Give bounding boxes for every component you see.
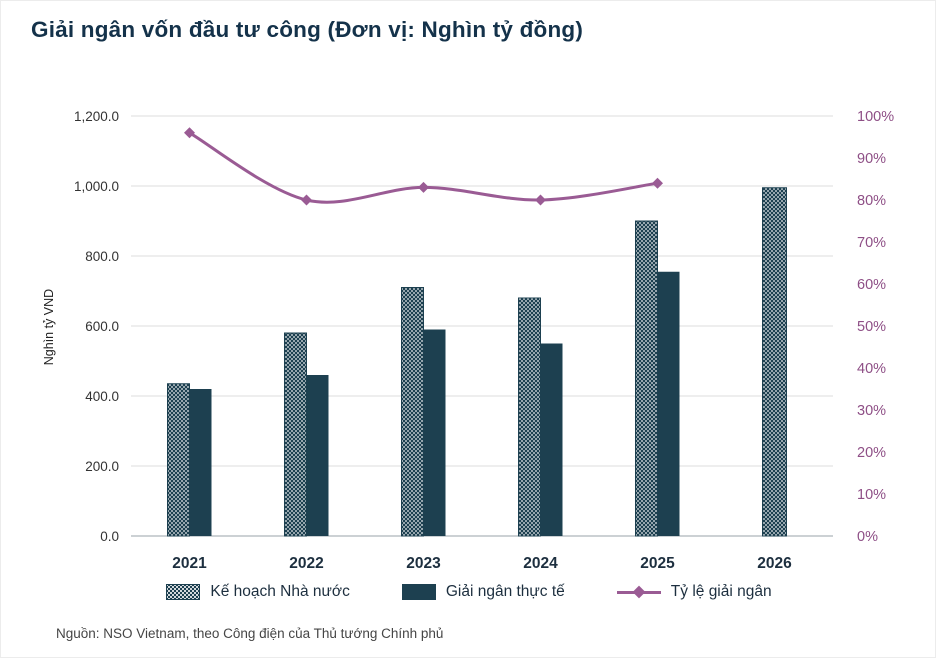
axes: 0.0 200.0 400.0 600.0 800.0 1,000.0 1,200.0 0% 1… bbox=[74, 109, 894, 572]
rate-diamond-icon bbox=[632, 585, 646, 599]
right-axis-tick: 60% bbox=[857, 277, 886, 293]
legend: Kế hoạch Nhà nước Giải ngân thực tế Tỷ l… bbox=[1, 583, 935, 601]
legend-label-actual: Giải ngân thực tế bbox=[445, 583, 565, 600]
bar-actual-2025 bbox=[657, 271, 680, 536]
left-axis-tick: 0.0 bbox=[100, 529, 119, 544]
bar-plan-2023 bbox=[401, 287, 424, 537]
bar-actual-2024 bbox=[540, 343, 563, 536]
rate-marker bbox=[652, 177, 663, 189]
bar-actual-2023 bbox=[423, 329, 446, 536]
plan-swatch-icon bbox=[166, 584, 201, 600]
rate-line-icon bbox=[616, 585, 661, 599]
x-axis-tick: 2026 bbox=[757, 555, 792, 572]
x-axis-tick: 2022 bbox=[289, 555, 323, 572]
legend-item-rate: Tỷ lệ giải ngân bbox=[616, 583, 772, 601]
right-axis-tick: 90% bbox=[857, 151, 886, 167]
right-axis-tick: 70% bbox=[857, 235, 886, 251]
legend-item-plan: Kế hoạch Nhà nước bbox=[166, 583, 350, 601]
bar-plan-2024 bbox=[518, 297, 541, 537]
rate-marker bbox=[418, 181, 429, 193]
left-axis-tick: 1,200.0 bbox=[74, 109, 119, 124]
legend-label-rate: Tỷ lệ giải ngân bbox=[670, 583, 772, 600]
bar-actual-2021 bbox=[189, 389, 212, 536]
right-axis-tick: 30% bbox=[857, 403, 886, 419]
left-axis-tick: 200.0 bbox=[85, 459, 119, 474]
right-axis-tick: 0% bbox=[857, 529, 878, 545]
bar-plan-2025 bbox=[635, 220, 658, 537]
legend-label-plan: Kế hoạch Nhà nước bbox=[210, 583, 350, 600]
right-axis-tick: 10% bbox=[857, 487, 886, 503]
bar-plan-2021 bbox=[167, 383, 190, 537]
rate-marker bbox=[184, 127, 195, 139]
left-axis-tick: 600.0 bbox=[85, 319, 119, 334]
chart-title: Giải ngân vốn đầu tư công (Đơn vị: Nghìn… bbox=[31, 17, 584, 42]
left-axis-tick: 400.0 bbox=[85, 389, 119, 404]
rate-marker bbox=[535, 194, 546, 206]
right-axis-tick: 80% bbox=[857, 193, 886, 209]
actual-swatch-icon bbox=[401, 584, 436, 600]
bar-plan-2026 bbox=[762, 187, 787, 537]
right-axis-tick: 50% bbox=[857, 319, 886, 335]
x-axis-tick: 2024 bbox=[523, 555, 558, 572]
source-note: Nguồn: NSO Vietnam, theo Công điện của T… bbox=[56, 626, 444, 641]
right-axis-tick: 100% bbox=[857, 109, 894, 125]
right-axis-tick: 40% bbox=[857, 361, 886, 377]
x-axis-tick: 2023 bbox=[406, 555, 441, 572]
chart-plot-area: 0.0 200.0 400.0 600.0 800.0 1,000.0 1,200.0 0% 1… bbox=[74, 109, 894, 572]
x-axis-tick: 2025 bbox=[640, 555, 675, 572]
x-axis-tick: 2021 bbox=[172, 555, 207, 572]
bar-plan-2022 bbox=[284, 332, 307, 537]
bar-actual-2022 bbox=[306, 375, 329, 536]
left-axis-tick: 800.0 bbox=[85, 249, 119, 264]
legend-item-actual: Giải ngân thực tế bbox=[401, 583, 565, 601]
bars bbox=[167, 187, 787, 537]
left-axis-tick: 1,000.0 bbox=[74, 179, 119, 194]
rate-marker bbox=[301, 194, 312, 206]
right-axis-tick: 20% bbox=[857, 445, 886, 461]
